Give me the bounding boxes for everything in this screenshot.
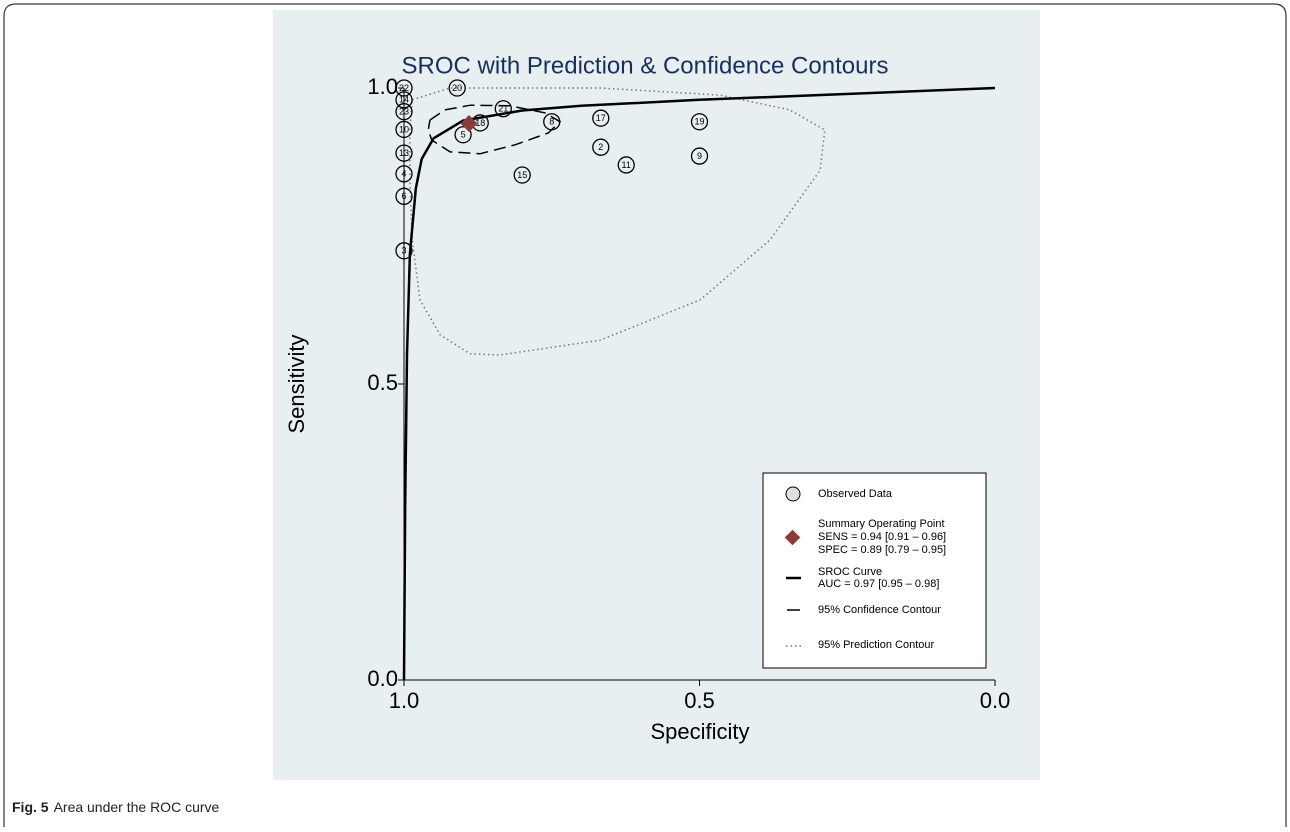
data-point <box>690 147 709 165</box>
data-point <box>454 126 472 144</box>
legend-label: Observed Data <box>818 488 893 500</box>
point-label: 15 <box>517 170 527 180</box>
legend-label: AUC = 0.97 [0.95 – 0.98] <box>818 578 939 590</box>
y-tick-label: 0.5 <box>367 370 398 395</box>
x-tick-label: 1.0 <box>389 688 420 713</box>
point-label: 2 <box>598 142 603 152</box>
chart-title: SROC with Prediction & Confidence Contou… <box>402 52 889 79</box>
data-point <box>494 100 512 118</box>
point-label: 14 <box>399 95 409 105</box>
point-label: 23 <box>399 107 409 117</box>
legend-swatch <box>785 486 801 502</box>
legend-label: SROC Curve <box>818 566 882 578</box>
y-tick-label: 0.0 <box>367 666 398 691</box>
point-label: 21 <box>498 104 508 114</box>
x-tick-label: 0.0 <box>980 688 1011 713</box>
point-label: 9 <box>697 151 702 161</box>
point-label: 19 <box>694 117 704 127</box>
frame <box>3 3 1287 827</box>
legend-label: SPEC = 0.89 [0.79 – 0.95] <box>818 544 946 556</box>
caption-label: Fig. 5 <box>12 799 49 815</box>
sroc-curve <box>402 86 996 681</box>
point-label: 10 <box>399 124 409 134</box>
data-point <box>513 166 531 184</box>
data-point <box>395 103 413 121</box>
point-label: 18 <box>475 118 485 128</box>
point-label: 13 <box>399 148 409 158</box>
data-point <box>395 91 413 109</box>
data-point <box>395 79 413 97</box>
legend-label: 95% Prediction Contour <box>818 639 935 651</box>
point-label: 5 <box>461 130 466 140</box>
point-label: 20 <box>452 83 462 93</box>
y-tick-label: 1.0 <box>367 74 398 99</box>
data-point <box>395 187 413 205</box>
legend-swatch <box>784 529 801 546</box>
caption: Fig. 5 Area under the ROC curve <box>12 799 220 815</box>
point-label: 6 <box>401 191 406 201</box>
legend: Observed Data Summary Operating Point SE… <box>762 472 987 669</box>
data-point <box>592 138 610 156</box>
point-label: 17 <box>596 113 606 123</box>
point-label: 8 <box>549 117 554 127</box>
prediction-contour <box>409 87 826 356</box>
legend-label: Summary Operating Point <box>818 518 945 530</box>
data-point <box>543 113 561 131</box>
data-point <box>448 79 466 97</box>
data-point <box>395 120 413 139</box>
y-axis-title: Sensitivity <box>284 334 309 433</box>
data-point <box>395 144 413 162</box>
data-point <box>617 156 635 174</box>
data-point <box>395 242 413 260</box>
legend-label: 95% Confidence Contour <box>818 604 941 616</box>
data-point <box>690 113 709 131</box>
legend-label: SENS = 0.94 [0.91 – 0.96] <box>818 531 946 543</box>
data-point <box>592 109 610 127</box>
legend-box <box>762 472 987 669</box>
x-axis-title: Specificity <box>650 719 749 744</box>
point-label: 3 <box>401 246 406 256</box>
x-tick-label: 0.5 <box>684 688 715 713</box>
point-label: 11 <box>622 160 631 170</box>
point-label: 4 <box>401 169 406 179</box>
caption-text: Area under the ROC curve <box>54 799 220 815</box>
data-point <box>395 165 413 183</box>
